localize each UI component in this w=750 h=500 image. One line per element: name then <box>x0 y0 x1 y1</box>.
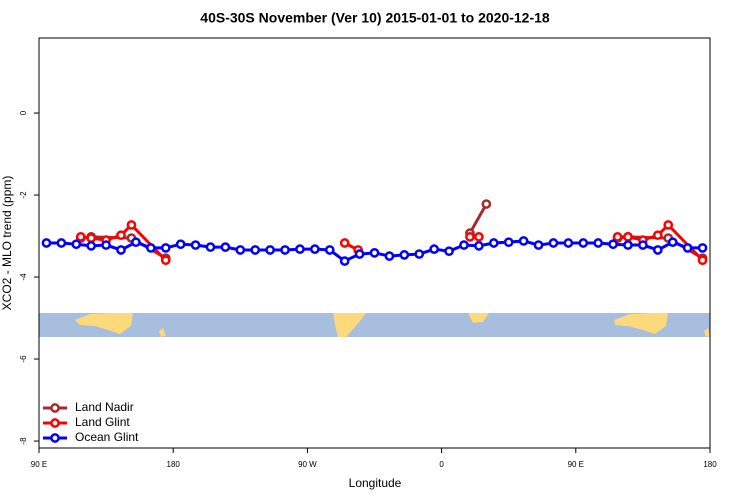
y-tick-label: -6 <box>19 355 28 363</box>
point <box>593 238 604 248</box>
x-tick-label: 180 <box>703 460 717 469</box>
legend-swatch <box>50 418 60 428</box>
point <box>429 244 439 254</box>
legend-swatch <box>50 403 60 413</box>
point <box>235 245 246 255</box>
point <box>503 237 514 248</box>
point <box>369 247 380 258</box>
point <box>623 240 633 250</box>
point <box>667 237 678 248</box>
point <box>354 249 365 259</box>
point <box>608 239 618 250</box>
point <box>682 243 693 253</box>
y-tick-label: -8 <box>19 437 28 445</box>
x-axis-label: Longitude <box>349 476 402 490</box>
point <box>563 238 574 248</box>
point <box>265 245 275 255</box>
x-tick-label: 90 E <box>568 460 584 469</box>
legend-label: Land Glint <box>75 415 130 429</box>
point <box>160 255 171 266</box>
point <box>623 232 633 242</box>
point <box>324 245 335 255</box>
point <box>533 240 544 250</box>
point <box>126 220 137 230</box>
legend-label: Land Nadir <box>75 400 134 414</box>
point <box>444 246 454 257</box>
point <box>145 243 156 253</box>
point <box>652 245 663 255</box>
point <box>116 230 126 241</box>
point <box>638 240 648 250</box>
point <box>474 241 484 251</box>
point <box>384 251 395 261</box>
map-strip <box>39 313 710 337</box>
point <box>116 245 126 255</box>
point <box>339 238 350 248</box>
point <box>86 233 97 243</box>
point <box>612 232 623 242</box>
x-tick-label: 90 E <box>31 460 47 469</box>
point <box>481 199 492 209</box>
point <box>75 232 86 242</box>
point <box>697 243 708 253</box>
point <box>160 243 171 253</box>
y-axis-label: XCO2 - MLO trend (ppm) <box>0 176 14 311</box>
series-line <box>80 222 704 262</box>
point <box>205 242 216 252</box>
y-tick-label: -4 <box>19 273 28 281</box>
point <box>652 230 663 241</box>
plot-frame <box>38 37 711 449</box>
point <box>56 238 67 248</box>
x-tick-label: 90 W <box>298 460 317 469</box>
point <box>339 256 350 266</box>
point <box>175 239 186 250</box>
x-tick-label: 180 <box>167 460 181 469</box>
point <box>41 238 52 248</box>
point <box>86 241 97 251</box>
y-tick-label: 0 <box>19 110 28 115</box>
point <box>220 242 231 252</box>
series-line <box>80 203 704 260</box>
point <box>488 238 499 248</box>
legend-label: Ocean Glint <box>75 430 139 444</box>
point <box>250 245 261 255</box>
point <box>414 249 425 259</box>
chart-title: 40S-30S November (Ver 10) 2015-01-01 to … <box>200 10 550 26</box>
point <box>465 232 475 242</box>
point <box>101 240 111 250</box>
point <box>190 240 201 250</box>
x-tick-label: 0 <box>439 460 444 469</box>
point <box>459 240 469 250</box>
point <box>578 238 589 248</box>
point <box>399 250 410 260</box>
point <box>518 236 529 246</box>
point <box>310 244 320 254</box>
point <box>548 238 559 248</box>
point <box>71 239 82 250</box>
point <box>474 232 484 242</box>
y-tick-label: -2 <box>19 191 28 199</box>
legend-swatch <box>50 433 60 443</box>
point <box>295 244 305 254</box>
point <box>697 255 708 266</box>
point <box>663 220 674 230</box>
point <box>280 245 290 255</box>
point <box>131 237 141 248</box>
